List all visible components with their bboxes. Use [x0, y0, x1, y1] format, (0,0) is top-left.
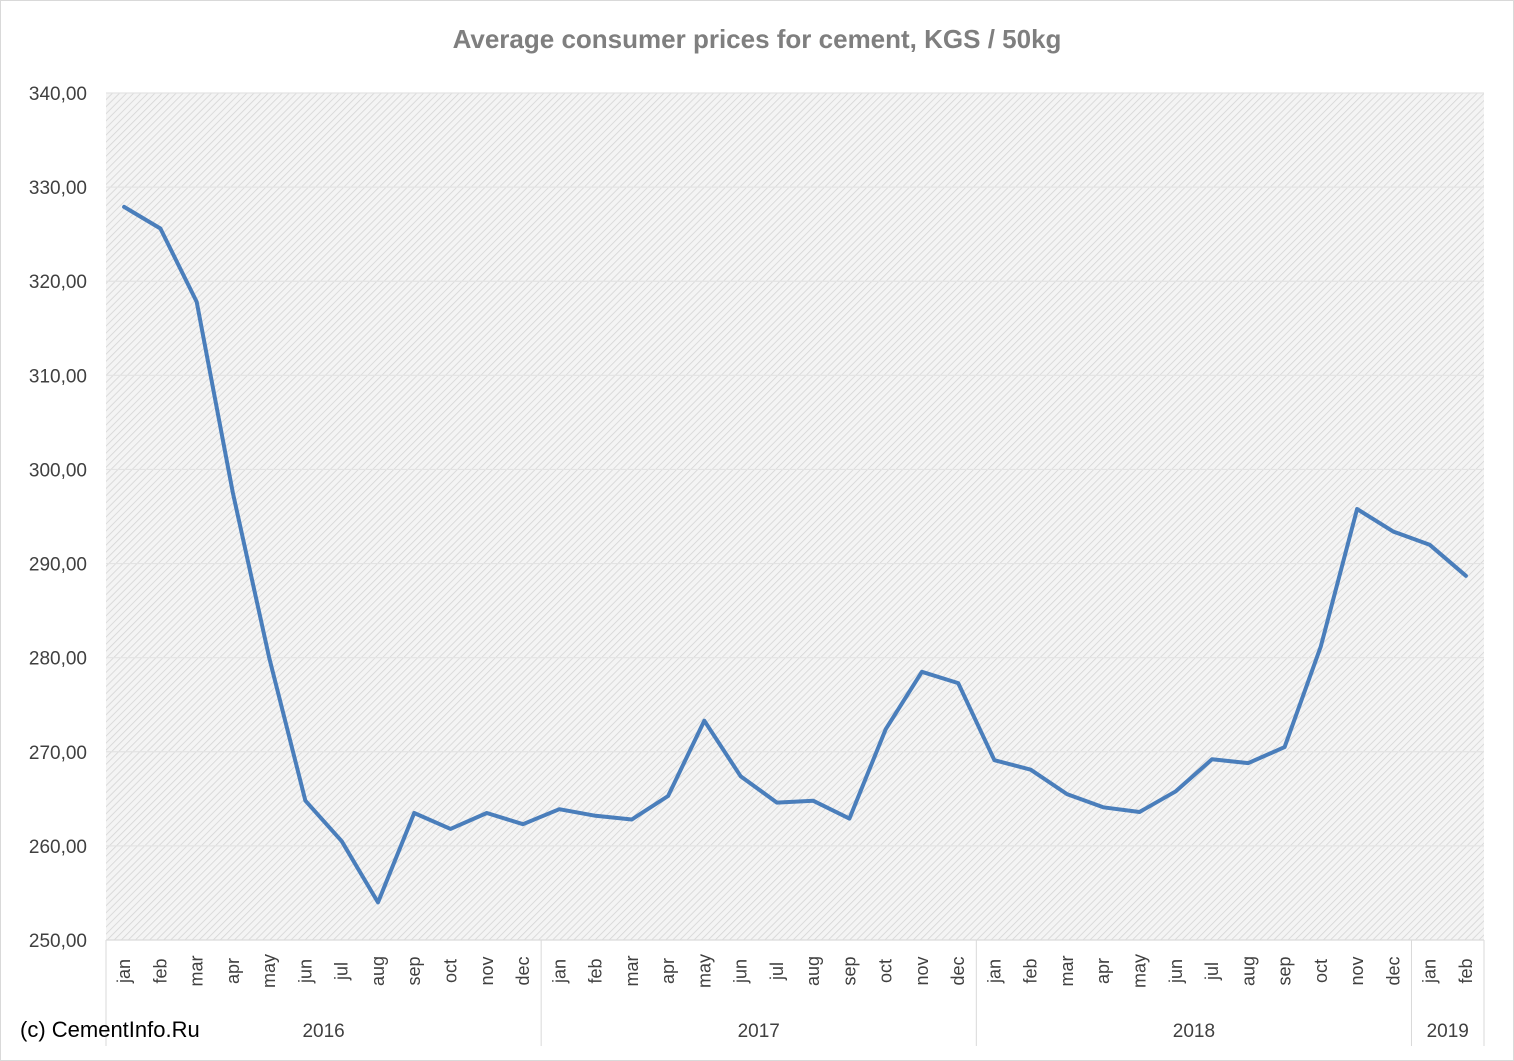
- x-tick-label: feb: [1456, 958, 1476, 983]
- x-tick-label: apr: [223, 958, 243, 984]
- data-point: [232, 492, 234, 494]
- x-tick-label: jul: [332, 962, 352, 981]
- data-point: [1102, 806, 1104, 808]
- data-point: [304, 800, 306, 802]
- x-tick-label: dec: [948, 956, 968, 985]
- series-line: [122, 204, 1468, 905]
- x-tick-label: jan: [984, 959, 1004, 984]
- data-point: [776, 802, 778, 804]
- gridlines: [106, 92, 1484, 941]
- x-tick-label: sep: [1275, 956, 1295, 985]
- data-point: [957, 682, 959, 684]
- data-point: [558, 808, 560, 810]
- copyright-text: (c) CementInfo.Ru: [20, 1017, 200, 1042]
- data-point: [631, 819, 633, 821]
- x-tick-label: sep: [404, 956, 424, 985]
- x-tick-label: may: [259, 954, 279, 988]
- data-point: [486, 812, 488, 814]
- x-tick-label: apr: [1093, 958, 1113, 984]
- x-tick-label: dec: [1383, 956, 1403, 985]
- y-tick-label: 290,00: [29, 555, 87, 576]
- data-point: [1175, 790, 1177, 792]
- year-label: 2019: [1427, 1021, 1469, 1042]
- data-point: [1211, 758, 1213, 760]
- data-point: [1356, 508, 1358, 510]
- x-tick-label: aug: [368, 956, 388, 986]
- data-point: [885, 728, 887, 730]
- year-label: 2016: [302, 1021, 344, 1042]
- chart-title: Average consumer prices for cement, KGS …: [452, 24, 1062, 54]
- data-point: [377, 901, 379, 903]
- series-line-group: [122, 204, 1468, 905]
- plot-area: [106, 93, 1484, 940]
- data-point: [1139, 811, 1140, 813]
- x-tick-label: nov: [912, 956, 932, 985]
- x-tick-label: jun: [1166, 959, 1186, 984]
- data-point: [159, 228, 161, 230]
- year-label: 2018: [1173, 1021, 1215, 1042]
- data-point: [123, 206, 125, 208]
- x-tick-label: oct: [1311, 959, 1331, 983]
- y-tick-label: 260,00: [29, 837, 87, 858]
- data-point: [1030, 769, 1032, 771]
- data-point: [1392, 531, 1394, 533]
- y-tick-label: 270,00: [29, 743, 87, 764]
- data-point: [1429, 544, 1431, 546]
- data-point: [1284, 746, 1286, 748]
- year-label: 2017: [738, 1021, 780, 1042]
- data-point: [1066, 793, 1068, 795]
- data-point: [667, 795, 669, 797]
- x-tick-label: sep: [839, 956, 859, 985]
- y-tick-label: 300,00: [29, 460, 87, 481]
- y-axis-ticks: 250,00 260,00 270,00 280,00 290,00 300,00 310,…: [29, 84, 87, 952]
- x-tick-label: mar: [1057, 955, 1077, 986]
- data-point: [341, 840, 343, 842]
- x-tick-label: jun: [295, 959, 315, 984]
- data-point: [595, 815, 597, 817]
- x-tick-label: jul: [1202, 962, 1222, 981]
- x-tick-label: jul: [767, 962, 787, 981]
- x-tick-label: apr: [658, 958, 678, 984]
- x-axis: jan feb mar apr may jun jul aug sep oct nov dec2016…: [105, 939, 1485, 1046]
- y-tick-label: 320,00: [29, 272, 87, 293]
- x-tick-label: feb: [586, 958, 606, 983]
- x-tick-label: jan: [114, 959, 134, 984]
- x-tick-label: may: [1130, 954, 1150, 988]
- data-point: [703, 720, 705, 722]
- data-point: [1320, 645, 1322, 647]
- data-point: [1465, 575, 1467, 577]
- x-tick-label: jan: [549, 959, 569, 984]
- x-tick-label: mar: [187, 955, 207, 986]
- y-tick-label: 250,00: [29, 931, 87, 952]
- x-tick-label: feb: [1021, 958, 1041, 983]
- data-point: [921, 671, 923, 673]
- x-tick-label: nov: [1347, 956, 1367, 985]
- data-point: [268, 657, 270, 659]
- data-point: [993, 759, 995, 761]
- x-tick-label: mar: [622, 955, 642, 986]
- x-tick-label: jan: [1420, 959, 1440, 984]
- x-tick-label: aug: [803, 956, 823, 986]
- data-point: [1247, 762, 1249, 764]
- x-tick-label: nov: [477, 956, 497, 985]
- y-tick-label: 340,00: [29, 84, 87, 105]
- x-tick-label: may: [694, 954, 714, 988]
- data-point: [740, 775, 742, 777]
- y-tick-label: 330,00: [29, 178, 87, 199]
- x-tick-label: jun: [731, 959, 751, 984]
- data-point: [522, 823, 524, 825]
- x-tick-label: oct: [876, 959, 896, 983]
- data-point: [848, 818, 850, 820]
- y-tick-label: 280,00: [29, 649, 87, 670]
- y-tick-label: 310,00: [29, 366, 87, 387]
- data-point: [196, 301, 198, 303]
- data-point: [413, 812, 415, 814]
- data-point: [812, 800, 814, 802]
- x-tick-label: dec: [513, 956, 533, 985]
- x-tick-label: aug: [1238, 956, 1258, 986]
- x-tick-label: oct: [441, 959, 461, 983]
- x-tick-label: feb: [150, 958, 170, 983]
- data-point: [450, 828, 451, 830]
